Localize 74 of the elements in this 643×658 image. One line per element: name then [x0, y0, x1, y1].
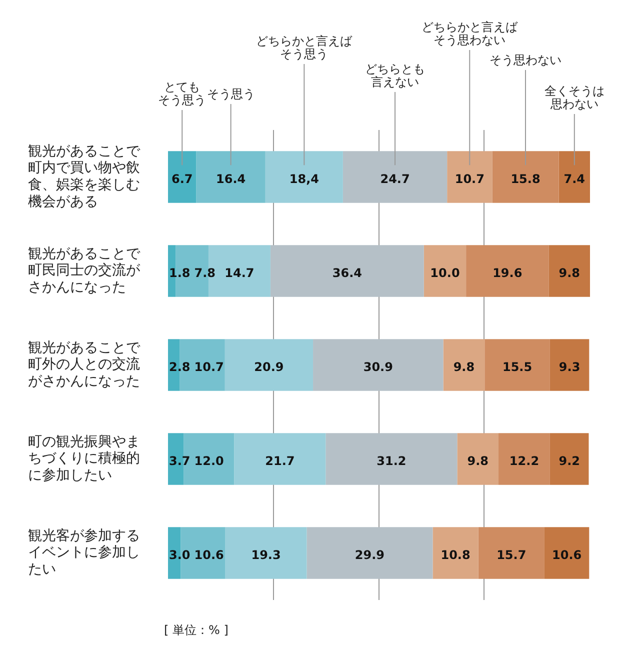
data-label: 9.3	[558, 360, 580, 374]
bar	[484, 339, 550, 391]
bar	[457, 433, 499, 485]
data-label: 31.2	[376, 454, 406, 468]
bar	[447, 151, 492, 203]
data-label: 29.9	[354, 548, 385, 562]
bar	[548, 245, 590, 297]
data-label: 10.6	[552, 548, 582, 562]
bar	[225, 527, 307, 579]
data-label: 15.5	[502, 360, 532, 374]
data-label: 21.7	[265, 454, 295, 468]
data-label: 9.8	[467, 454, 488, 468]
text: そう思う	[206, 87, 255, 101]
bar	[168, 151, 196, 203]
data-label: 30.9	[363, 360, 393, 374]
data-label: 15.8	[510, 172, 540, 186]
bar	[550, 339, 590, 391]
bar	[550, 433, 589, 485]
bar	[196, 151, 266, 203]
data-label: 9.8	[453, 360, 475, 374]
bar	[443, 339, 485, 391]
bar	[313, 339, 444, 391]
bar	[498, 433, 550, 485]
bar	[558, 151, 590, 203]
y-tick-label: 町の観光振興やまちづくりに積極的に参加したい	[28, 434, 140, 484]
data-label: 14.7	[224, 266, 254, 280]
data-label: 19.3	[251, 548, 281, 562]
data-label: 12.0	[194, 454, 224, 468]
data-label: 9.2	[558, 454, 580, 468]
text: どちらかと言えばそう思わない	[422, 20, 519, 47]
data-label: 16.4	[216, 172, 246, 186]
y-tick-label: 観光があることで町民同士の交流がさかんになった	[28, 246, 141, 296]
data-label: 3.0	[168, 548, 190, 562]
bar	[224, 339, 314, 391]
bar	[492, 151, 559, 203]
bar	[265, 151, 343, 203]
text: 全くそうは思わない	[544, 84, 604, 111]
data-label: 3.7	[168, 454, 190, 468]
data-label: 1.8	[168, 266, 190, 280]
y-tick-label: 観光客が参加するイベントに参加したい	[28, 528, 140, 578]
text: どちらかと言えばそう思う	[256, 34, 354, 61]
bar	[270, 245, 424, 297]
data-label: 7.4	[564, 172, 586, 186]
text: とてもそう思う	[158, 80, 206, 107]
data-label: 10.8	[440, 548, 470, 562]
text: そう思わない	[490, 53, 562, 67]
text: [ 単位：% ]	[164, 623, 228, 637]
text: どちらとも言えない	[365, 62, 426, 89]
data-label: 24.7	[380, 172, 410, 186]
data-label: 10.7	[454, 172, 484, 186]
data-label: 12.2	[509, 454, 540, 468]
bar	[478, 527, 544, 579]
data-label: 9.8	[558, 266, 580, 280]
bar	[306, 527, 433, 579]
bar	[326, 433, 458, 485]
y-tick-label: 観光があることで町外の人との交流がさかんになった	[28, 340, 141, 390]
data-label: 15.7	[496, 548, 526, 562]
bar	[432, 527, 478, 579]
data-label: 19.6	[492, 266, 522, 280]
data-label: 2.8	[168, 360, 190, 374]
data-label: 10.7	[194, 360, 224, 374]
data-label: 20.9	[254, 360, 284, 374]
data-label: 6.7	[171, 172, 193, 186]
bar	[234, 433, 326, 485]
bar	[544, 527, 590, 579]
data-label: 10.6	[194, 548, 224, 562]
data-label: 10.0	[430, 266, 460, 280]
data-label: 7.8	[194, 266, 216, 280]
bar	[342, 151, 448, 203]
bar	[424, 245, 466, 297]
bar	[466, 245, 549, 297]
y-tick-label: 観光があることで町内で買い物や飲食、娯楽を楽しむ機会がある	[28, 143, 141, 210]
data-label: 18,4	[289, 172, 319, 186]
data-label: 36.4	[332, 266, 362, 280]
